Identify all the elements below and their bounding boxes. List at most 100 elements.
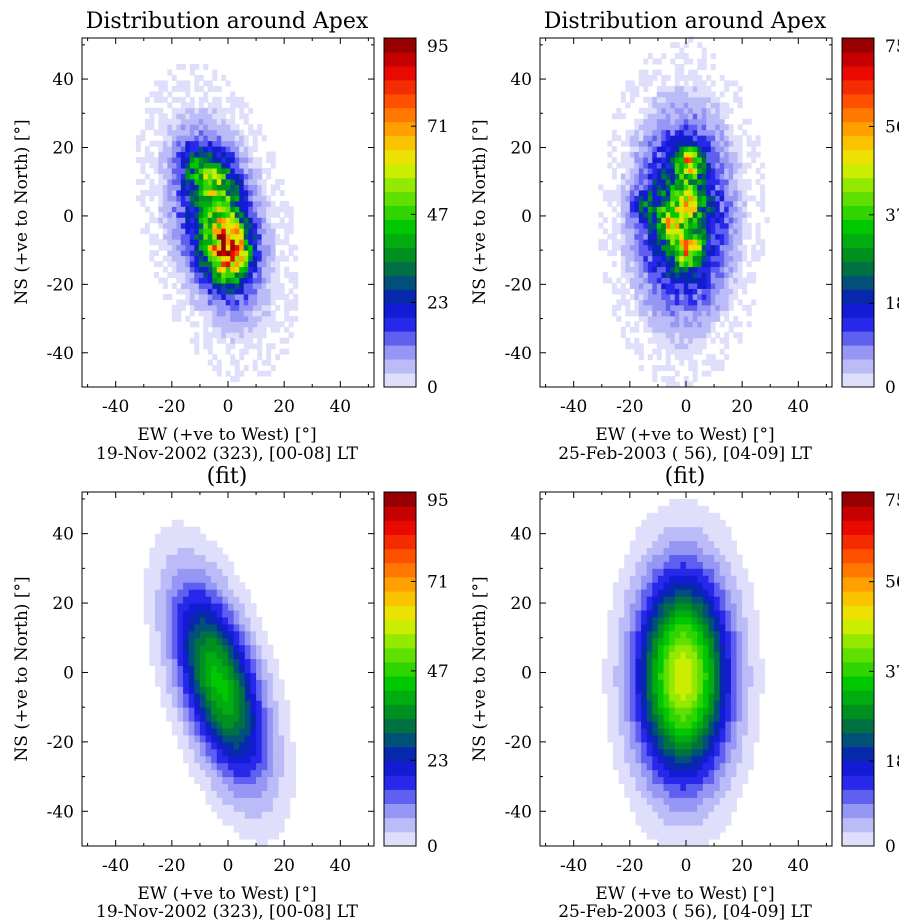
heatmap-cell [702,596,709,604]
heatmap-cell [665,239,671,246]
heatmap-cell [256,748,263,757]
heatmap-cell [634,217,640,224]
heatmap-cell [635,693,642,701]
heatmap-cell [652,217,658,224]
heatmap-cell [272,707,280,715]
heatmap-cell [683,129,689,136]
heatmap-cell [670,299,676,306]
heatmap-cell [708,762,715,771]
heatmap-cell [194,222,200,229]
heatmap-cell [641,714,648,722]
heatmap-cell [205,603,212,611]
heatmap-cell [293,282,299,289]
heatmap-cell [725,540,732,549]
heatmap-cell [706,140,712,147]
heatmap-cell [742,195,748,202]
heatmap-cell [230,277,236,284]
heatmap-cell [171,261,177,268]
heatmap-cell [629,244,635,251]
heatmap-cell [252,157,258,164]
heatmap-cell [751,255,757,262]
heatmap-cell [692,69,698,76]
heatmap-cell [643,184,649,191]
heatmap-cell [742,623,749,632]
heatmap-cell [710,157,716,164]
heatmap-cell [657,728,665,736]
heatmap-cell [697,610,704,618]
heatmap-cell [180,184,186,191]
heatmap-cell [222,804,229,812]
heatmap-cell [171,519,178,528]
heatmap-cell [233,783,240,791]
heatmap-cell [661,282,667,289]
heatmap-cell [691,526,698,535]
heatmap-cell [199,644,207,653]
heatmap-cell [216,596,223,604]
heatmap-cell [683,233,689,240]
heatmap-cell [697,162,703,169]
heatmap-cell [221,244,227,251]
heatmap-cell [155,568,162,576]
heatmap-cell [683,228,689,235]
heatmap-cell [244,755,251,764]
heatmap-cell [194,157,200,164]
heatmap-cell [652,825,659,833]
heatmap-cell [233,700,240,708]
heatmap-cell [747,644,754,653]
heatmap-cell [243,140,249,147]
x-axis: -40 -20 0 20 40 [545,38,827,417]
heatmap-cell [641,589,648,597]
heatmap-cell [719,135,725,142]
heatmap-cell [674,512,681,521]
heatmap-cell [239,762,246,771]
heatmap-cell [278,734,285,743]
heatmap-cell [652,124,658,131]
heatmap-cell [692,178,698,185]
heatmap-cell [714,665,721,673]
heatmap-cell [188,651,195,660]
heatmap-cell [239,637,246,646]
heatmap-cell [248,200,254,207]
heatmap-cell [683,168,689,174]
heatmap-cell [742,707,749,715]
heatmap-cell [183,526,190,535]
heatmap-cell [270,233,276,240]
heatmap-cell [692,310,698,317]
heatmap-cell [212,151,218,158]
colorbar-band [842,704,874,720]
heatmap-cell [233,721,240,729]
heatmap-cell [686,540,693,549]
heatmap-cell [730,610,738,618]
heatmap-cell [171,533,178,542]
heatmap-cell [657,762,665,771]
heatmap-cell [663,533,670,542]
heatmap-cell [203,293,209,300]
heatmap-cell [143,589,150,597]
heatmap-cell [708,818,715,826]
heatmap-cell [618,741,625,750]
heatmap-cell [663,589,670,597]
heatmap-cell [225,211,231,218]
heatmap-cell [225,146,231,153]
heatmap-cell [250,714,257,722]
heatmap-cell [688,282,694,289]
heatmap-cell [176,266,182,273]
heatmap-cell [625,85,631,92]
heatmap-cell [646,616,653,625]
heatmap-cell [160,610,167,618]
heatmap-cell [679,332,685,339]
heatmap-cell [607,714,614,722]
heatmap-cell [234,157,240,164]
heatmap-cell [248,326,254,333]
heatmap-cell [719,173,725,180]
heatmap-cell [618,582,625,590]
heatmap-cell [728,266,734,273]
heatmap-cell [207,168,213,174]
heatmap-cell [194,686,201,694]
heatmap-cell [719,272,725,279]
heatmap-cell [225,80,231,87]
heatmap-cell [683,124,689,131]
heatmap-cell [272,818,280,826]
heatmap-cell [643,272,649,279]
heatmap-cell [641,825,648,833]
